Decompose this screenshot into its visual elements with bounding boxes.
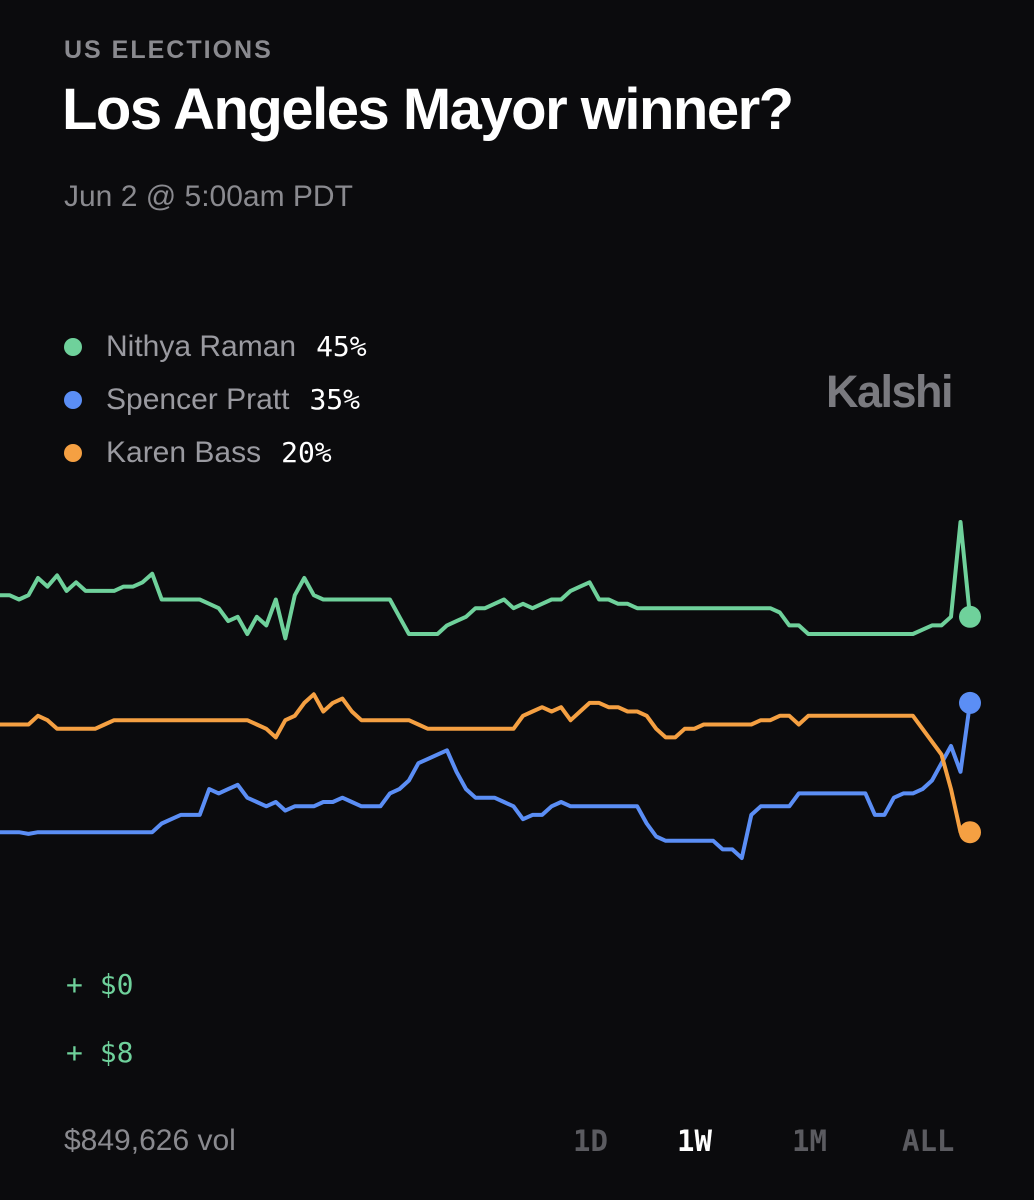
pnl-label-bottom: + $8	[66, 1036, 134, 1069]
market-category: US ELECTIONS	[64, 36, 273, 64]
pnl-label-top: + $0	[66, 968, 134, 1001]
series-line-karen-bass	[0, 692, 972, 835]
kalshi-logo: Kalshi	[826, 366, 954, 417]
range-tab-1w[interactable]: 1W	[677, 1124, 712, 1158]
legend-label: Karen Bass	[106, 435, 262, 469]
market-close-date: Jun 2 @ 5:00am PDT	[64, 180, 353, 213]
volume-label: $849,626 vol	[64, 1124, 236, 1157]
legend-value: 20%	[281, 436, 332, 469]
series-endpoint-spencer-pratt	[959, 691, 981, 714]
legend-label: Nithya Raman	[106, 329, 297, 363]
range-tab-1m[interactable]: 1M	[792, 1124, 827, 1158]
legend-item-spencer-pratt[interactable]: Spencer Pratt 35%	[64, 373, 367, 426]
legend-item-nithya-raman[interactable]: Nithya Raman 45%	[64, 320, 367, 373]
legend-value: 45%	[316, 330, 367, 363]
series-line-nithya-raman	[0, 520, 972, 641]
legend-dot-green	[64, 337, 82, 356]
range-selector: 1D 1W 1M ALL	[0, 1124, 1034, 1164]
series-line-spencer-pratt	[0, 700, 972, 860]
market-title: Los Angeles Mayor winner?	[62, 77, 794, 142]
legend-item-karen-bass[interactable]: Karen Bass 20%	[64, 426, 367, 479]
legend-dot-orange	[64, 443, 82, 462]
legend-dot-blue	[64, 390, 82, 409]
price-history-chart[interactable]	[0, 500, 1034, 1080]
legend-label: Spencer Pratt	[106, 382, 290, 416]
chart-legend: Nithya Raman 45% Spencer Pratt 35% Karen…	[64, 320, 367, 479]
series-endpoint-nithya-raman	[959, 605, 981, 628]
range-tab-all[interactable]: ALL	[902, 1124, 955, 1158]
series-endpoint-karen-bass	[959, 821, 981, 844]
legend-value: 35%	[309, 383, 361, 416]
range-tab-1d[interactable]: 1D	[573, 1124, 608, 1158]
